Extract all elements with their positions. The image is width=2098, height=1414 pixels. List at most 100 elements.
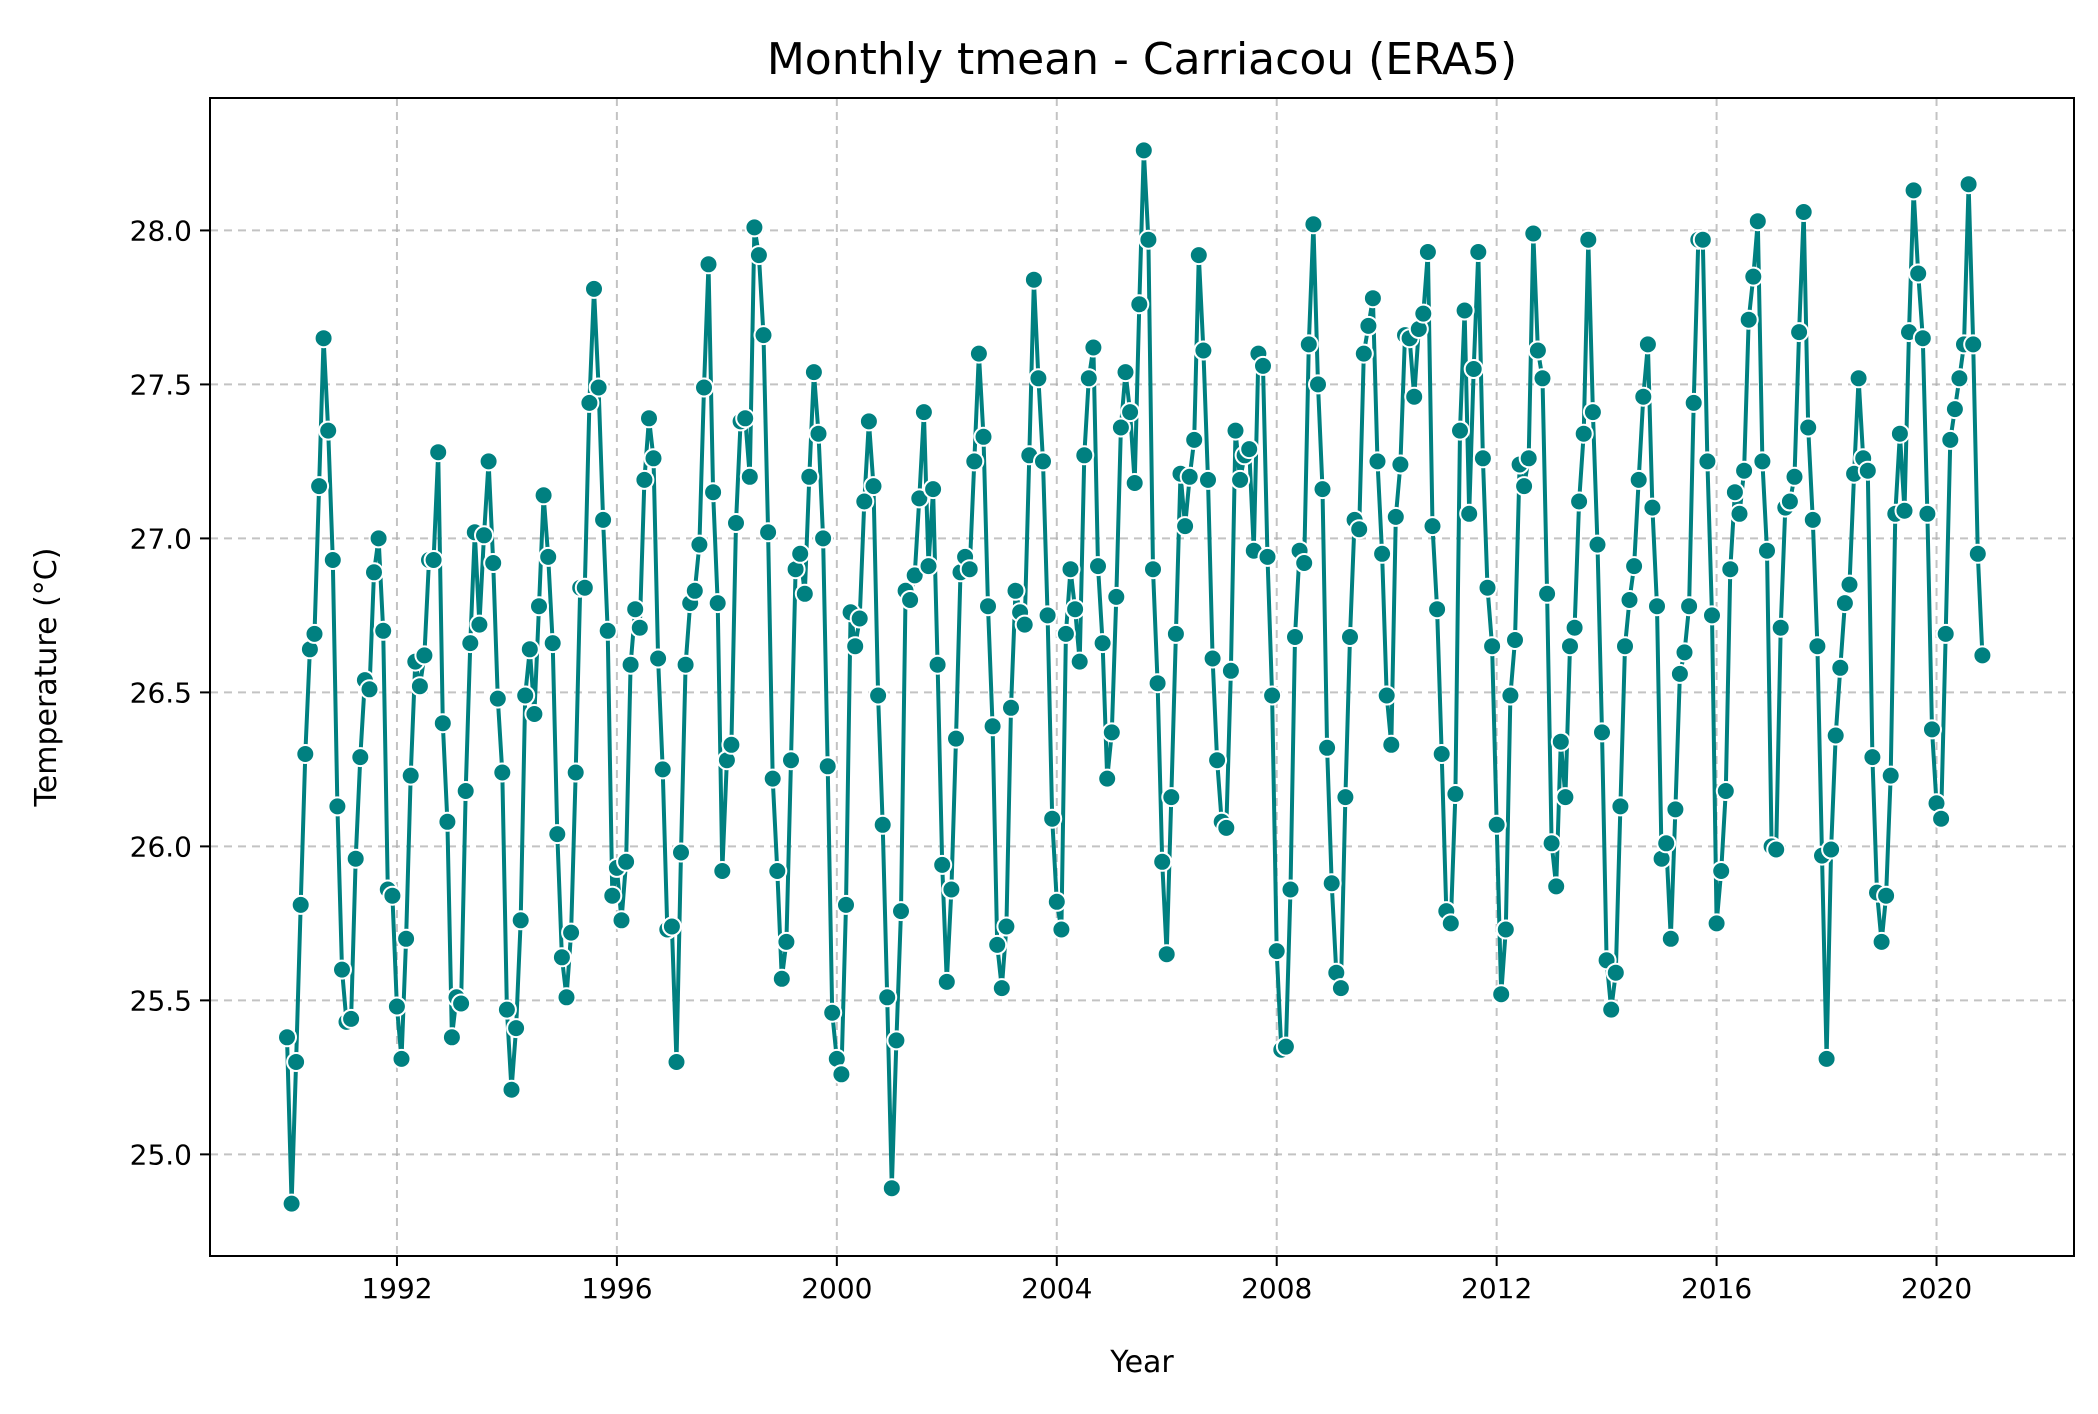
data-point xyxy=(1958,174,1979,195)
data-point xyxy=(1028,368,1049,389)
data-point xyxy=(927,654,948,675)
data-point xyxy=(1619,590,1640,610)
data-point xyxy=(1165,623,1186,644)
data-point xyxy=(913,402,934,423)
data-point xyxy=(492,762,513,783)
data-point xyxy=(290,894,311,915)
data-point xyxy=(1967,543,1988,564)
data-point xyxy=(959,559,980,580)
data-point xyxy=(1505,630,1525,650)
data-point xyxy=(295,744,316,764)
data-point xyxy=(1793,202,1814,222)
data-point xyxy=(593,509,614,530)
data-point xyxy=(1949,368,1970,389)
data-point xyxy=(1230,469,1251,490)
data-point xyxy=(1275,1036,1296,1057)
data-point xyxy=(1454,300,1475,321)
data-point xyxy=(551,947,572,968)
data-point xyxy=(1280,879,1301,900)
data-point xyxy=(1546,876,1567,897)
data-point xyxy=(1262,685,1283,706)
data-point xyxy=(813,528,834,549)
data-point xyxy=(881,1178,902,1199)
data-point xyxy=(1088,556,1108,577)
data-point xyxy=(1065,599,1086,620)
data-point xyxy=(574,577,595,598)
data-point xyxy=(1679,596,1700,617)
data-point xyxy=(1001,697,1021,718)
data-point xyxy=(1051,919,1072,940)
data-point xyxy=(973,426,994,447)
data-point xyxy=(1005,580,1026,601)
data-point xyxy=(469,614,490,635)
data-point xyxy=(1674,642,1695,663)
data-point xyxy=(1615,636,1635,657)
data-point xyxy=(703,482,724,503)
data-point xyxy=(1472,448,1493,469)
data-point xyxy=(1468,242,1489,262)
data-point xyxy=(1605,962,1626,983)
data-point xyxy=(584,278,604,299)
data-point xyxy=(753,325,774,346)
data-point xyxy=(652,759,673,780)
data-point xyxy=(1266,941,1287,962)
data-point xyxy=(1555,787,1576,808)
x-tick-label: 2012 xyxy=(1461,1272,1532,1305)
data-point xyxy=(1578,229,1599,250)
data-point xyxy=(1353,343,1374,364)
data-point xyxy=(1963,334,1984,355)
data-point xyxy=(313,328,334,349)
data-point xyxy=(1060,559,1081,580)
data-point xyxy=(496,999,517,1020)
data-point xyxy=(1376,685,1397,706)
data-point xyxy=(1802,509,1823,530)
data-point xyxy=(923,479,944,500)
data-point xyxy=(506,1018,527,1039)
data-point xyxy=(936,971,957,992)
data-point xyxy=(799,466,820,487)
data-point xyxy=(1550,731,1571,752)
data-point xyxy=(533,485,554,506)
data-point xyxy=(1055,623,1076,644)
data-point xyxy=(1757,540,1777,561)
data-point xyxy=(918,556,939,577)
y-tick-label: 26.0 xyxy=(130,830,192,863)
data-point xyxy=(565,762,586,783)
data-point xyxy=(1220,660,1241,681)
data-point xyxy=(946,728,966,749)
data-point xyxy=(364,562,384,583)
x-axis-title: Year xyxy=(1109,1345,1174,1380)
data-point xyxy=(602,885,623,906)
x-tick-label: 2020 xyxy=(1901,1272,1972,1305)
data-point xyxy=(1486,814,1507,835)
data-point xyxy=(1427,599,1448,620)
data-point xyxy=(1110,417,1131,438)
data-point xyxy=(1917,503,1938,524)
data-point xyxy=(1216,817,1237,838)
data-point xyxy=(868,685,889,706)
data-point xyxy=(1821,839,1842,860)
data-point xyxy=(877,987,898,1008)
data-point xyxy=(758,522,779,543)
x-tick-label: 2008 xyxy=(1241,1272,1312,1305)
data-point xyxy=(836,894,856,915)
data-point xyxy=(1628,469,1649,490)
data-point xyxy=(1738,309,1759,330)
data-point xyxy=(863,476,884,497)
data-point xyxy=(817,756,838,777)
data-point xyxy=(1592,722,1612,743)
data-point xyxy=(1880,765,1901,786)
data-point xyxy=(487,688,508,709)
data-point xyxy=(1582,402,1603,423)
data-point xyxy=(1482,636,1503,657)
x-tick-label: 2016 xyxy=(1681,1272,1752,1305)
data-point xyxy=(368,528,389,549)
y-tick-label: 26.5 xyxy=(130,676,192,709)
data-point xyxy=(1569,491,1590,512)
data-point xyxy=(1752,451,1773,472)
data-point xyxy=(1610,796,1631,817)
data-point xyxy=(359,679,380,700)
data-point xyxy=(561,922,582,943)
data-point xyxy=(309,476,330,497)
data-point xyxy=(1092,633,1113,654)
